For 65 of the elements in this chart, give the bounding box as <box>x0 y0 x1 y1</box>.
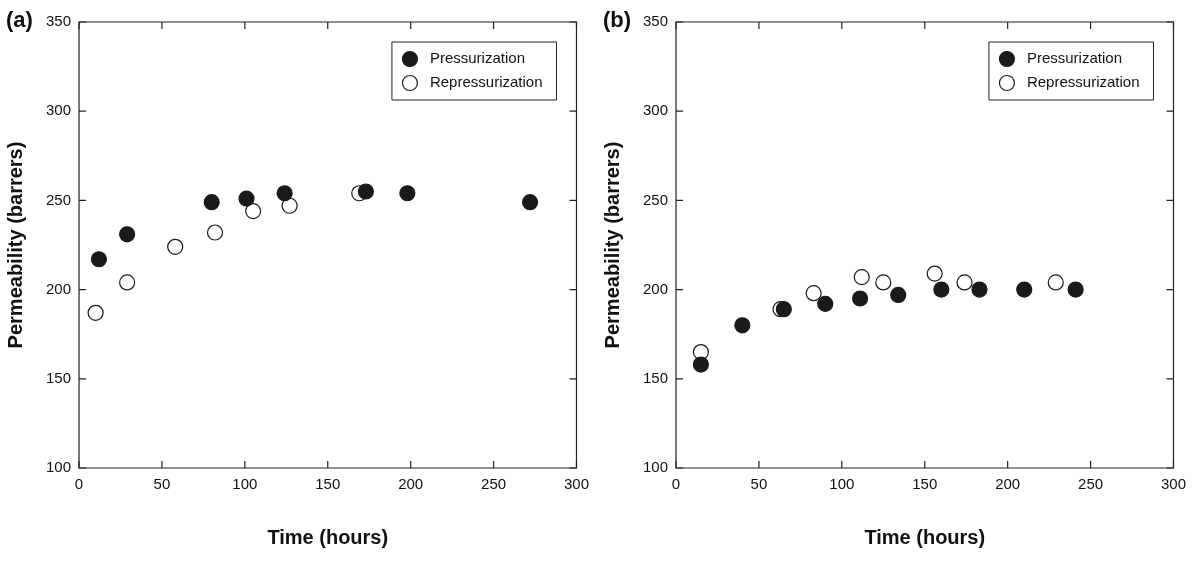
legend-label: Repressurization <box>429 73 543 91</box>
point <box>956 274 973 291</box>
y-tick-label: 100 <box>643 458 669 476</box>
point <box>87 304 104 321</box>
point <box>119 274 136 291</box>
point <box>357 183 374 200</box>
y-tick-label: 350 <box>643 12 669 30</box>
x-tick-label: 200 <box>995 475 1021 493</box>
y-axis-title: Permeability (barrers) <box>3 141 26 349</box>
x-tick-label: 100 <box>829 475 855 493</box>
legend-label: Pressurization <box>429 49 525 67</box>
x-tick-label: 150 <box>912 475 938 493</box>
chart-title: (a) <box>6 7 33 33</box>
point <box>926 265 943 282</box>
point <box>817 295 834 312</box>
point <box>90 251 108 268</box>
x-tick-label: 0 <box>74 475 84 493</box>
x-tick-label: 150 <box>315 475 341 493</box>
point <box>206 224 224 241</box>
y-tick-label: 200 <box>46 279 72 297</box>
x-tick-label: 250 <box>481 475 507 493</box>
point <box>805 285 822 302</box>
point <box>167 238 184 255</box>
point <box>1067 281 1084 298</box>
point <box>971 281 988 298</box>
x-tick-label: 250 <box>1078 475 1104 493</box>
y-tick-label: 250 <box>46 190 72 208</box>
x-tick-label: 100 <box>232 475 258 493</box>
y-tick-label: 200 <box>643 279 669 297</box>
point <box>890 286 907 304</box>
y-tick-label: 300 <box>643 101 669 119</box>
point <box>238 190 255 207</box>
x-tick-label: 0 <box>671 475 681 493</box>
y-tick-label: 250 <box>643 190 669 208</box>
y-tick-label: 350 <box>46 12 72 30</box>
y-tick-label: 150 <box>643 368 669 386</box>
point <box>399 185 416 202</box>
x-tick-label: 50 <box>750 475 768 493</box>
point <box>734 317 751 334</box>
point <box>692 356 709 373</box>
chart-title: (b) <box>603 7 632 33</box>
y-tick-label: 150 <box>46 368 72 386</box>
point <box>875 274 892 291</box>
x-axis-title: Time (hours) <box>267 525 389 548</box>
x-tick-label: 300 <box>1160 475 1186 493</box>
y-axis-title: Permeability (barrers) <box>600 141 623 349</box>
legend-label: Repressurization <box>1026 73 1140 91</box>
point <box>1016 281 1033 298</box>
point <box>281 197 298 214</box>
point <box>933 281 950 298</box>
point <box>521 194 539 211</box>
y-tick-label: 100 <box>46 458 72 476</box>
point <box>245 203 262 220</box>
point <box>276 185 293 202</box>
x-axis-title: Time (hours) <box>864 525 986 548</box>
point <box>203 194 220 211</box>
x-tick-label: 300 <box>563 475 589 493</box>
x-tick-label: 50 <box>153 475 171 493</box>
point <box>119 226 136 243</box>
legend-label: Pressurization <box>1026 49 1122 67</box>
point <box>851 290 869 307</box>
x-tick-label: 200 <box>398 475 424 493</box>
point <box>1047 274 1064 291</box>
y-tick-label: 300 <box>46 101 72 119</box>
point <box>853 269 870 286</box>
